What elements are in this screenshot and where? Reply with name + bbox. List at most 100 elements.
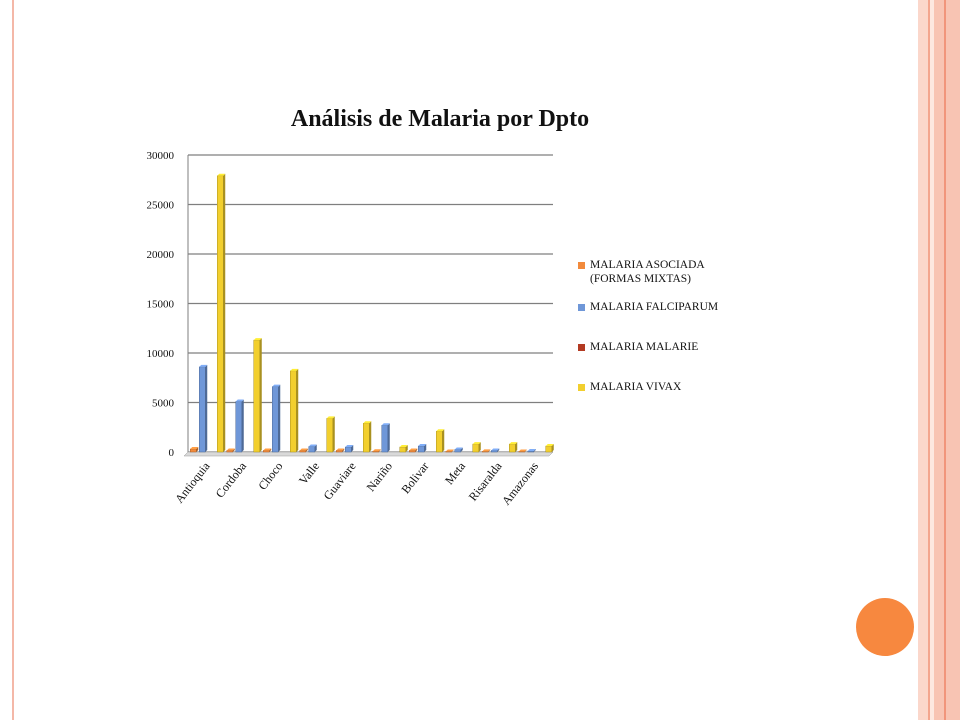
x-tick-label: Antioquia — [172, 459, 213, 506]
bar-side — [342, 448, 345, 452]
x-tick-label: Amazonas — [499, 459, 541, 508]
bar — [436, 430, 443, 453]
bar-top — [436, 429, 445, 432]
bar-top — [409, 448, 418, 451]
bar-top — [336, 448, 345, 451]
bar — [190, 448, 197, 453]
y-tick-label: 15000 — [147, 299, 175, 311]
bar-side — [378, 449, 381, 452]
bar-side — [478, 442, 481, 452]
legend-label: MALARIA FALCIPARUM — [590, 301, 719, 313]
x-tick-label: Choco — [255, 459, 285, 492]
bar — [345, 446, 352, 453]
bar — [372, 450, 379, 453]
bar-top — [509, 442, 518, 445]
bar — [336, 450, 343, 453]
y-tick-label: 5000 — [152, 398, 175, 410]
bar-side — [351, 445, 354, 452]
legend-label-line1: MALARIA ASOCIADA — [590, 259, 705, 271]
bar-top — [308, 444, 317, 447]
bar-side — [205, 364, 208, 452]
bar-side — [296, 368, 299, 452]
bar-side — [533, 449, 536, 452]
bar-side — [269, 448, 272, 452]
bar — [290, 370, 297, 453]
bar-top — [217, 173, 226, 176]
bar-top — [190, 447, 199, 450]
y-tick-label: 20000 — [147, 249, 175, 261]
bar — [226, 450, 233, 453]
bar-side — [442, 429, 445, 452]
bar-side — [460, 447, 463, 452]
bar-side — [278, 384, 281, 452]
bar — [418, 445, 425, 453]
bar — [381, 425, 388, 453]
bar-top — [399, 445, 408, 448]
bar-top — [482, 449, 491, 452]
x-tick-label: Valle — [296, 459, 322, 487]
chart-title: Análisis de Malaria por Dpto — [290, 106, 590, 132]
bar — [527, 450, 534, 453]
legend-label: MALARIA VIVAX — [590, 381, 682, 393]
x-tick-label: Nariño — [364, 459, 396, 494]
bar-side — [196, 447, 199, 452]
right-border-stripe — [934, 0, 960, 720]
legend-label: MALARIA MALARIE — [590, 341, 699, 353]
bar-side — [259, 338, 262, 452]
bar-side — [305, 448, 308, 452]
right-border-stripe — [918, 0, 928, 720]
x-tick-label: Cordoba — [213, 459, 250, 501]
bar-top — [372, 449, 381, 452]
bar — [308, 446, 315, 453]
bar-top — [272, 384, 281, 387]
bar-side — [369, 421, 372, 452]
y-tick-label: 30000 — [147, 150, 175, 162]
x-tick-label: Meta — [442, 459, 469, 488]
bar-top — [290, 368, 299, 371]
bar-side — [515, 442, 518, 452]
bar-top — [545, 444, 554, 447]
bar — [482, 451, 489, 453]
left-border-decoration — [0, 0, 14, 720]
bar-side — [415, 448, 418, 452]
bar-side — [387, 423, 390, 452]
chart-floor — [183, 451, 554, 457]
bar — [272, 386, 279, 453]
bar-top — [445, 449, 454, 452]
bar — [472, 443, 479, 453]
bar — [217, 175, 224, 453]
right-border-stripe — [944, 0, 946, 720]
bar-side — [223, 173, 226, 453]
y-tick-label: 25000 — [147, 200, 175, 212]
bar-side — [551, 444, 554, 452]
bar-side — [332, 416, 335, 452]
bar — [263, 450, 270, 453]
bar-top — [235, 399, 244, 402]
bar — [235, 401, 242, 453]
legend-swatch — [578, 384, 585, 391]
legend-label-line2: (FORMAS MIXTAS) — [590, 273, 691, 285]
legend-swatch — [578, 344, 585, 351]
x-tick-label: Bolivar — [398, 459, 431, 496]
bar-top — [299, 448, 308, 451]
bar-top — [326, 416, 335, 419]
bar-side — [424, 444, 427, 452]
legend-label: MALARIA ASOCIADA (FORMAS MIXTAS) — [590, 258, 770, 286]
bar-top — [527, 449, 536, 452]
bar-side — [524, 449, 527, 452]
y-tick-label: 10000 — [147, 348, 175, 360]
right-border-stripe — [930, 0, 934, 720]
bar-top — [418, 444, 427, 447]
bar — [509, 443, 516, 453]
right-border-stripe — [928, 0, 930, 720]
bar-side — [451, 449, 454, 452]
bar — [545, 445, 552, 453]
bar — [491, 450, 498, 453]
bar-top — [381, 423, 390, 426]
bar — [253, 339, 260, 453]
bar-side — [314, 444, 317, 452]
bar-side — [405, 445, 408, 452]
bar-top — [491, 448, 500, 451]
bar — [199, 366, 206, 453]
bar — [363, 423, 370, 453]
